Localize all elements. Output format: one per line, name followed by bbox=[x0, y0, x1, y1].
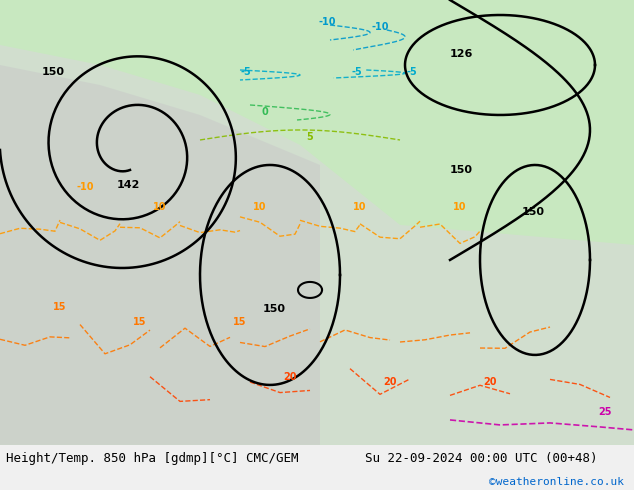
Text: 142: 142 bbox=[117, 180, 140, 190]
Text: 20: 20 bbox=[483, 377, 497, 387]
Text: -10: -10 bbox=[76, 182, 94, 192]
Text: 20: 20 bbox=[283, 372, 297, 382]
Text: ©weatheronline.co.uk: ©weatheronline.co.uk bbox=[489, 477, 624, 487]
Text: 10: 10 bbox=[253, 202, 267, 212]
Text: -10: -10 bbox=[318, 17, 336, 27]
Text: 15: 15 bbox=[53, 302, 67, 312]
Text: -5: -5 bbox=[352, 67, 363, 77]
Text: 126: 126 bbox=[450, 49, 474, 59]
Text: 15: 15 bbox=[133, 317, 146, 327]
Text: -5: -5 bbox=[406, 67, 417, 77]
Text: 10: 10 bbox=[153, 202, 167, 212]
Text: 20: 20 bbox=[383, 377, 397, 387]
Text: -5: -5 bbox=[241, 67, 251, 77]
Text: 150: 150 bbox=[42, 67, 65, 77]
Text: 150: 150 bbox=[522, 207, 545, 217]
Polygon shape bbox=[0, 65, 320, 445]
Text: Su 22-09-2024 00:00 UTC (00+48): Su 22-09-2024 00:00 UTC (00+48) bbox=[365, 452, 597, 465]
Text: -10: -10 bbox=[372, 22, 389, 32]
Text: 5: 5 bbox=[307, 132, 313, 142]
Text: 0: 0 bbox=[262, 107, 268, 117]
Text: 150: 150 bbox=[450, 165, 473, 175]
Text: 150: 150 bbox=[263, 304, 286, 314]
Text: 15: 15 bbox=[233, 317, 247, 327]
Text: 10: 10 bbox=[353, 202, 366, 212]
Text: 25: 25 bbox=[598, 407, 612, 417]
Polygon shape bbox=[0, 45, 634, 445]
Text: 10: 10 bbox=[453, 202, 467, 212]
Text: Height/Temp. 850 hPa [gdmp][°C] CMC/GEM: Height/Temp. 850 hPa [gdmp][°C] CMC/GEM bbox=[6, 452, 299, 465]
